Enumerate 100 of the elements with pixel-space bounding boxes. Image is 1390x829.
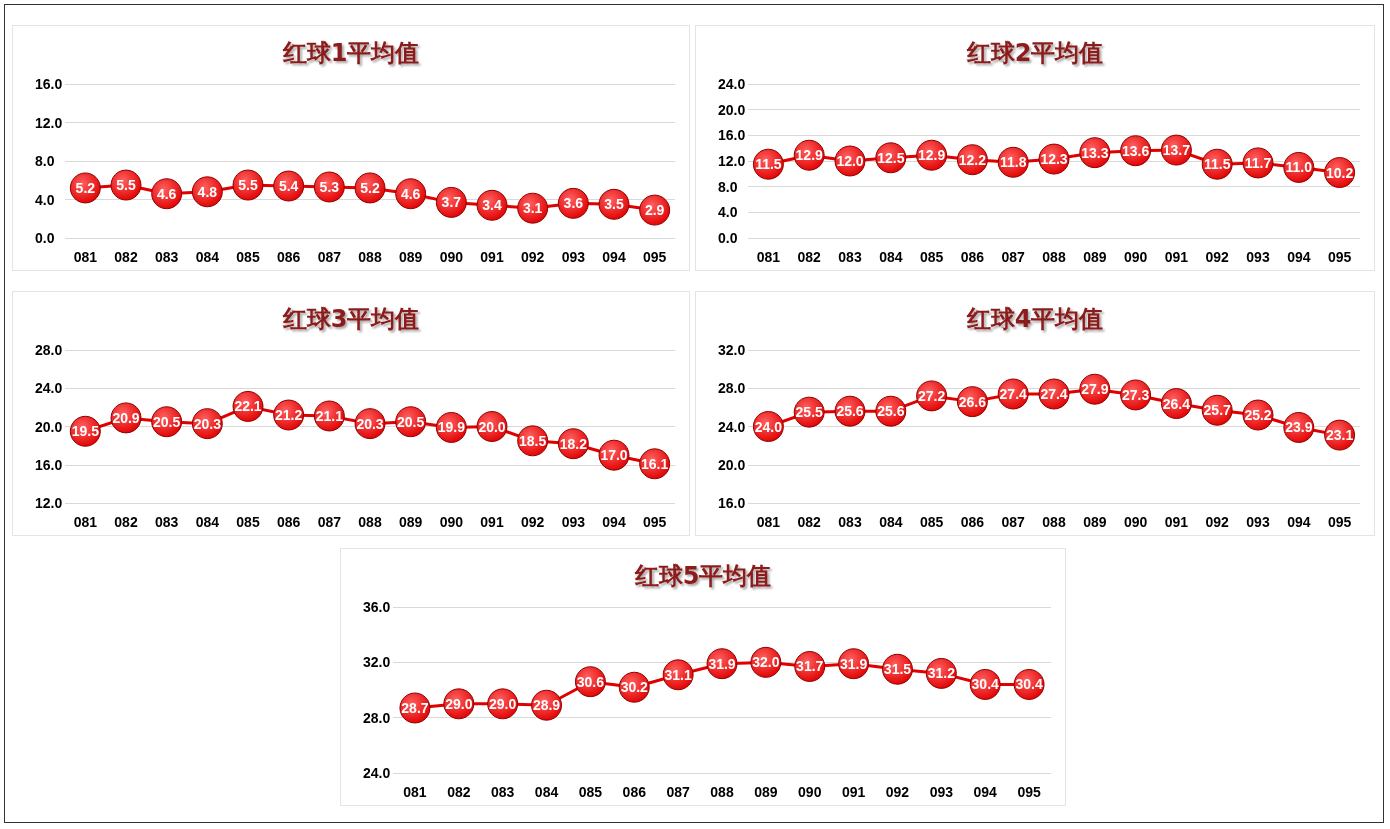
x-tick-label: 087 [317, 514, 342, 530]
x-tick-label: 084 [534, 784, 559, 800]
y-tick-label: 20.0 [718, 456, 746, 473]
x-tick-label: 082 [797, 514, 822, 530]
data-label: 25.6 [836, 403, 864, 420]
x-tick-label: 089 [398, 514, 423, 530]
x-tick-label: 090 [798, 784, 822, 800]
data-label: 12.5 [877, 149, 905, 166]
data-label: 11.7 [1244, 154, 1272, 171]
y-tick-label: 8.0 [718, 178, 738, 195]
data-label: 31.2 [927, 665, 956, 682]
data-label: 27.4 [999, 385, 1028, 402]
data-label: 23.9 [1285, 419, 1313, 436]
data-label: 4.6 [400, 185, 421, 202]
data-label: 30.4 [971, 676, 1000, 693]
y-tick-label: 16.0 [718, 127, 746, 144]
x-tick-label: 084 [879, 514, 903, 530]
x-tick-label: 086 [960, 514, 985, 530]
y-tick-label: 12.0 [35, 495, 63, 511]
data-label: 18.5 [519, 432, 547, 449]
x-tick-label: 093 [929, 784, 954, 800]
data-label: 12.9 [795, 147, 824, 164]
y-tick-label: 12.0 [718, 153, 746, 169]
x-tick-label: 090 [439, 514, 464, 530]
x-tick-label: 083 [838, 249, 862, 265]
x-tick-label: 081 [756, 514, 781, 530]
x-tick-label: 090 [1123, 249, 1148, 265]
x-tick-label: 084 [879, 249, 903, 265]
data-label: 21.2 [275, 407, 303, 424]
x-tick-label: 087 [1001, 249, 1026, 265]
data-label: 3.4 [482, 197, 502, 214]
data-label: 25.5 [795, 404, 824, 421]
x-tick-label: 087 [317, 249, 342, 265]
x-tick-label: 089 [1083, 249, 1107, 265]
data-label: 12.3 [1040, 151, 1068, 168]
data-label: 13.7 [1162, 142, 1191, 159]
data-label: 23.1 [1325, 427, 1354, 444]
data-label: 20.0 [478, 418, 506, 435]
x-tick-label: 085 [578, 784, 603, 800]
x-tick-label: 093 [1246, 249, 1270, 265]
x-tick-label: 093 [561, 249, 586, 265]
x-tick-label: 081 [403, 784, 427, 800]
x-tick-label: 095 [642, 249, 667, 265]
y-tick-label: 24.0 [718, 76, 746, 92]
x-tick-label: 091 [1164, 514, 1189, 530]
data-label: 11.0 [1285, 159, 1313, 176]
y-tick-label: 32.0 [363, 654, 391, 671]
data-label: 30.6 [576, 673, 605, 690]
y-tick-label: 8.0 [35, 153, 55, 169]
x-tick-label: 089 [754, 784, 778, 800]
data-label: 4.8 [197, 183, 218, 200]
data-label: 20.5 [397, 413, 425, 430]
x-tick-label: 081 [756, 249, 781, 265]
y-tick-label: 24.0 [35, 380, 63, 397]
data-label: 32.0 [752, 654, 780, 671]
data-label: 11.5 [755, 156, 782, 173]
data-label: 12.0 [836, 153, 864, 169]
x-tick-label: 085 [236, 514, 260, 530]
x-tick-label: 087 [666, 784, 691, 800]
data-label: 31.7 [796, 658, 824, 675]
data-label: 27.9 [1081, 381, 1109, 398]
x-tick-label: 093 [561, 514, 586, 530]
y-tick-label: 28.0 [363, 709, 391, 726]
x-tick-label: 082 [797, 249, 822, 265]
data-label: 29.0 [445, 695, 473, 712]
y-tick-label: 12.0 [35, 114, 63, 131]
y-tick-label: 20.0 [718, 101, 746, 118]
x-tick-label: 086 [276, 514, 301, 530]
x-tick-label: 089 [1083, 514, 1107, 530]
data-label: 28.9 [532, 697, 561, 714]
x-tick-label: 088 [1042, 514, 1066, 530]
x-tick-label: 083 [490, 784, 515, 800]
x-tick-label: 083 [154, 249, 179, 265]
x-tick-label: 086 [960, 249, 985, 265]
y-tick-label: 28.0 [718, 380, 746, 397]
x-tick-label: 093 [1246, 514, 1270, 530]
data-label: 19.9 [437, 419, 466, 436]
data-label: 20.3 [356, 415, 384, 432]
x-tick-label: 094 [602, 514, 626, 530]
data-label: 27.2 [917, 387, 946, 404]
x-tick-label: 091 [841, 784, 866, 800]
data-label: 12.2 [958, 151, 987, 168]
x-tick-label: 085 [236, 249, 260, 265]
data-label: 3.1 [522, 200, 543, 217]
x-tick-label: 089 [398, 249, 423, 265]
x-tick-label: 082 [447, 784, 471, 800]
x-tick-label: 086 [622, 784, 647, 800]
data-label: 31.9 [839, 655, 868, 672]
x-tick-label: 085 [919, 514, 944, 530]
y-tick-label: 28.0 [35, 342, 63, 358]
x-tick-label: 083 [838, 514, 862, 530]
data-label: 4.6 [156, 185, 177, 202]
data-label: 13.3 [1081, 144, 1109, 161]
x-tick-label: 085 [919, 249, 944, 265]
x-tick-label: 095 [1327, 514, 1352, 530]
y-tick-label: 4.0 [718, 204, 738, 221]
y-tick-label: 36.0 [363, 599, 391, 615]
data-label: 31.5 [883, 661, 912, 678]
x-tick-label: 081 [73, 249, 98, 265]
x-tick-label: 082 [114, 514, 138, 530]
